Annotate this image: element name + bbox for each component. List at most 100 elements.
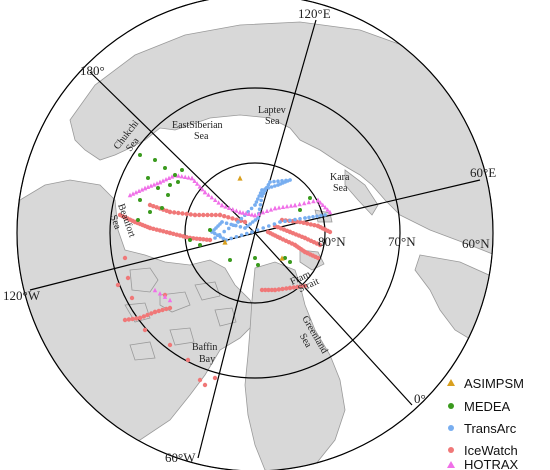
icewatch-point [156,308,161,314]
hotrax-point [154,181,160,186]
hotrax-points [127,172,333,303]
hotrax-point [152,287,158,293]
hotrax-point [167,297,173,303]
icewatch-point [212,375,218,381]
icewatch-point [302,283,308,289]
medea-point [146,176,150,180]
transarc-point [254,200,259,204]
icewatch-point [125,275,131,281]
icewatch-point [295,284,300,290]
transarc-point [315,214,319,218]
meridian-60w [197,232,256,459]
hotrax-point [268,207,274,212]
icewatch-point [207,237,213,243]
hotrax-point [139,187,145,192]
transarc-point [253,218,258,222]
transarc-point [260,194,264,198]
icewatch-point [161,229,166,234]
meridian-label-60e: 60°E [470,165,496,180]
medea-point [298,208,302,212]
icewatch-point [115,282,121,288]
meridian-180 [89,71,256,234]
land-layer [17,21,493,470]
transarc-point [284,178,288,183]
transarc-point [293,217,297,222]
transarc-point [257,194,262,198]
hotrax-point [195,181,200,186]
hotrax-point [136,188,142,193]
icewatch-point [122,255,128,261]
hotrax-point [169,174,175,179]
transarc-point [257,207,262,211]
icewatch-point [301,220,306,225]
hotrax-point [209,195,214,200]
transarc-point [250,230,254,234]
hotrax-point [166,175,172,180]
medea-point [308,196,312,200]
hotrax-point [306,199,311,205]
parallels [16,0,494,470]
icewatch-point [167,209,173,215]
hotrax-point [256,211,262,216]
transarc-point [227,226,231,231]
hotrax-point [179,174,184,179]
transarc-point [307,215,311,220]
eurasia-land [69,21,493,266]
legend-item-medea: MEDEA [448,399,511,414]
transarc-point [253,203,257,207]
hotrax-point [145,184,151,189]
transarc-point [288,178,292,182]
asimpsm-point [222,239,228,245]
hotrax-point [127,192,133,198]
legend-marker-transarc [448,425,454,431]
hotrax-point [284,204,290,209]
icewatch-point [280,286,285,292]
icewatch-point [151,204,156,209]
hotrax-point [223,204,228,209]
icewatch-point [230,216,235,221]
icewatch-point [192,212,198,218]
icewatch-point [177,233,183,238]
hotrax-point [142,185,148,191]
hotrax-point [243,211,249,216]
legend-item-icewatch: IceWatch [448,443,518,458]
asimpsm-point [279,255,285,261]
medea-point [168,183,172,187]
meridian-60e [254,179,481,234]
icewatch-point [171,231,176,236]
medea-point [198,243,202,247]
medea-point [138,153,142,157]
hotrax-point [216,200,221,205]
hotrax-point [288,203,294,208]
icewatch-point [164,230,169,235]
hotrax-point [323,205,328,210]
transarc-point [234,235,239,239]
transarc-point [213,231,217,236]
icewatch-point [176,210,181,216]
transarc-point [323,213,327,217]
icewatch-point [154,227,159,232]
hotrax-point [325,207,330,212]
transarc-point [245,224,250,228]
icewatch-point [174,232,179,237]
meridian-120w [29,232,256,291]
transarc-point [222,229,226,234]
transarc-point [218,235,223,239]
medea-point [208,228,212,232]
hotrax-point [318,200,323,205]
asimpsm-point [237,175,243,181]
hotrax-point [272,205,278,211]
meridian-label-120w: 120°W [3,288,41,303]
transarc-point [273,184,277,188]
medea-point [153,158,157,162]
transarc-point [280,179,284,183]
icewatch-point [201,212,206,218]
medea-point [163,166,167,170]
hotrax-point [311,198,316,204]
transarc-point [255,197,260,201]
icewatch-point [299,284,304,289]
transarc-point [213,236,217,240]
icewatch-point [222,214,227,219]
parallel-label-80n: 80°N [318,234,346,249]
transarc-point [303,216,307,220]
